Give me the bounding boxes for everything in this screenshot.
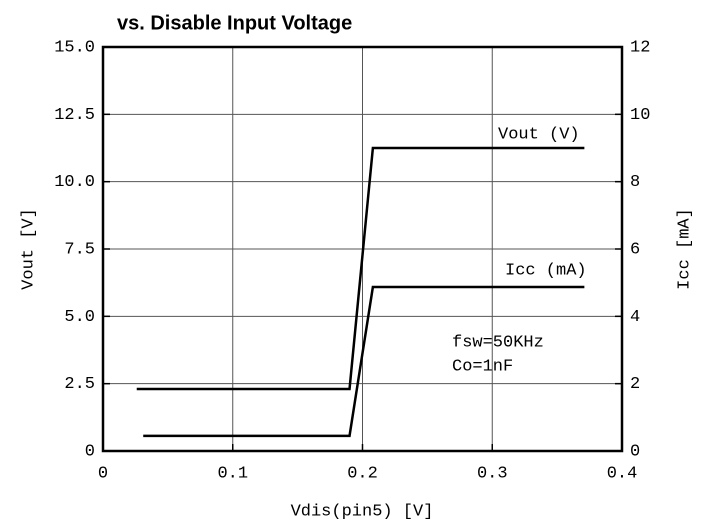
y-tick-label: 2.5 <box>64 375 95 394</box>
plot-frame <box>101 45 624 453</box>
data-line <box>143 285 585 438</box>
x-tick-label: 0.2 <box>347 464 378 483</box>
y-tick-label: 0 <box>85 442 95 461</box>
y-tick-label: 5.0 <box>64 308 95 327</box>
chart-title: vs. Disable Input Voltage <box>117 12 352 34</box>
y2-tick-label: 0 <box>630 442 640 461</box>
y-tick-label: 15.0 <box>54 38 95 57</box>
series-label: Vout (V) <box>498 125 580 144</box>
y2-tick-label: 2 <box>630 375 640 394</box>
x-tick-label: 0 <box>98 464 108 483</box>
y2-tick-label: 8 <box>630 173 640 192</box>
y2-axis-label: Icc [mA] <box>675 208 694 290</box>
y-axis-label: Vout [V] <box>19 208 38 290</box>
x-tick-label: 0.1 <box>217 464 248 483</box>
y-tick-label: 12.5 <box>54 106 95 125</box>
annotation: Co=1nF <box>452 357 513 376</box>
data-line <box>136 146 585 391</box>
y2-tick-label: 10 <box>630 106 650 125</box>
x-tick-label: 0.3 <box>477 464 508 483</box>
y2-tick-label: 12 <box>630 38 650 57</box>
y-tick-label: 10.0 <box>54 173 95 192</box>
y2-tick-label: 6 <box>630 240 640 259</box>
y-tick-label: 7.5 <box>64 240 95 259</box>
x-tick-label: 0.4 <box>607 464 638 483</box>
x-axis-label: Vdis(pin5) [V] <box>291 502 434 521</box>
series-label: Icc (mA) <box>505 261 587 280</box>
y2-tick-label: 4 <box>630 308 640 327</box>
annotation: fsw=50KHz <box>452 333 544 352</box>
